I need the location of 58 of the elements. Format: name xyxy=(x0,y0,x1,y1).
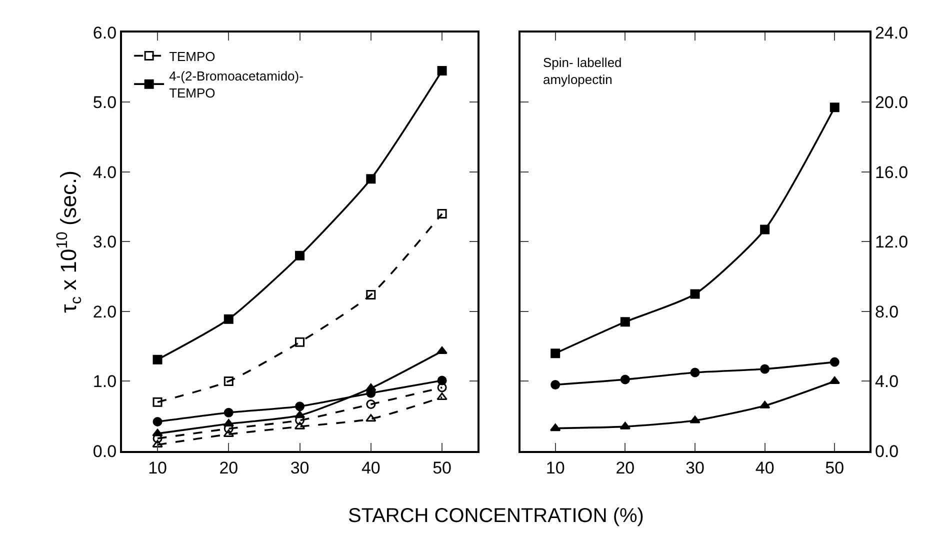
point xyxy=(295,337,305,347)
point xyxy=(550,348,560,358)
y-tick-label: 0.0 xyxy=(874,442,899,461)
point xyxy=(690,289,700,299)
point xyxy=(437,209,447,219)
point xyxy=(830,357,840,367)
y-tick-label: 6.0 xyxy=(92,23,117,42)
point xyxy=(437,66,447,76)
y-tick-label: 3.0 xyxy=(92,232,117,252)
point xyxy=(620,317,630,327)
point xyxy=(436,392,448,400)
legend-label: TEMPO xyxy=(169,48,216,64)
y-tick-label: 16.0 xyxy=(874,162,908,182)
x-tick-label: 30 xyxy=(686,458,704,478)
y-tick-label: 20.0 xyxy=(874,93,908,112)
point xyxy=(550,380,560,390)
y-tick-label: 4.0 xyxy=(874,372,899,392)
y-tick-label: 1.0 xyxy=(92,372,117,392)
point xyxy=(366,290,376,300)
legend-label: 4-(2-Bromoacetamido)- TEMPO xyxy=(169,68,304,101)
x-tick-label: 20 xyxy=(219,458,238,478)
point xyxy=(366,174,376,184)
y-tick-label: 24.0 xyxy=(874,23,908,42)
point xyxy=(295,402,305,412)
point xyxy=(690,416,700,424)
y-tick-label: 2.0 xyxy=(92,302,117,322)
point xyxy=(437,382,447,392)
point xyxy=(366,414,376,422)
y-tick-label: 8.0 xyxy=(874,302,899,322)
point xyxy=(152,354,162,364)
x-tick-label: 30 xyxy=(290,458,310,478)
x-tick-label: 20 xyxy=(616,458,635,478)
point xyxy=(366,400,376,410)
x-tick-label: 50 xyxy=(432,458,452,478)
y-tick-label: 4.0 xyxy=(92,162,117,182)
point xyxy=(690,368,700,378)
point xyxy=(620,374,630,384)
point xyxy=(760,224,770,234)
point xyxy=(224,376,234,386)
point xyxy=(295,250,305,260)
x-axis-title: STARCH CONCENTRATION (%) xyxy=(348,505,644,527)
x-tick-label: 40 xyxy=(361,458,380,478)
point xyxy=(224,314,234,324)
y-tick-label: 0.0 xyxy=(92,442,117,461)
x-tick-label: 10 xyxy=(546,458,565,478)
y-tick-label: 12.0 xyxy=(874,232,908,252)
point xyxy=(152,397,162,407)
y-tick-label: 5.0 xyxy=(92,93,117,112)
x-tick-label: 40 xyxy=(755,458,774,478)
x-tick-label: 10 xyxy=(148,458,167,478)
point xyxy=(830,102,840,112)
annotation: Spin- labelled amylopectin xyxy=(543,55,622,87)
point xyxy=(436,346,448,354)
point xyxy=(152,440,163,448)
x-tick-label: 50 xyxy=(825,458,844,478)
point xyxy=(152,416,162,426)
point xyxy=(224,408,234,418)
point xyxy=(760,364,770,374)
